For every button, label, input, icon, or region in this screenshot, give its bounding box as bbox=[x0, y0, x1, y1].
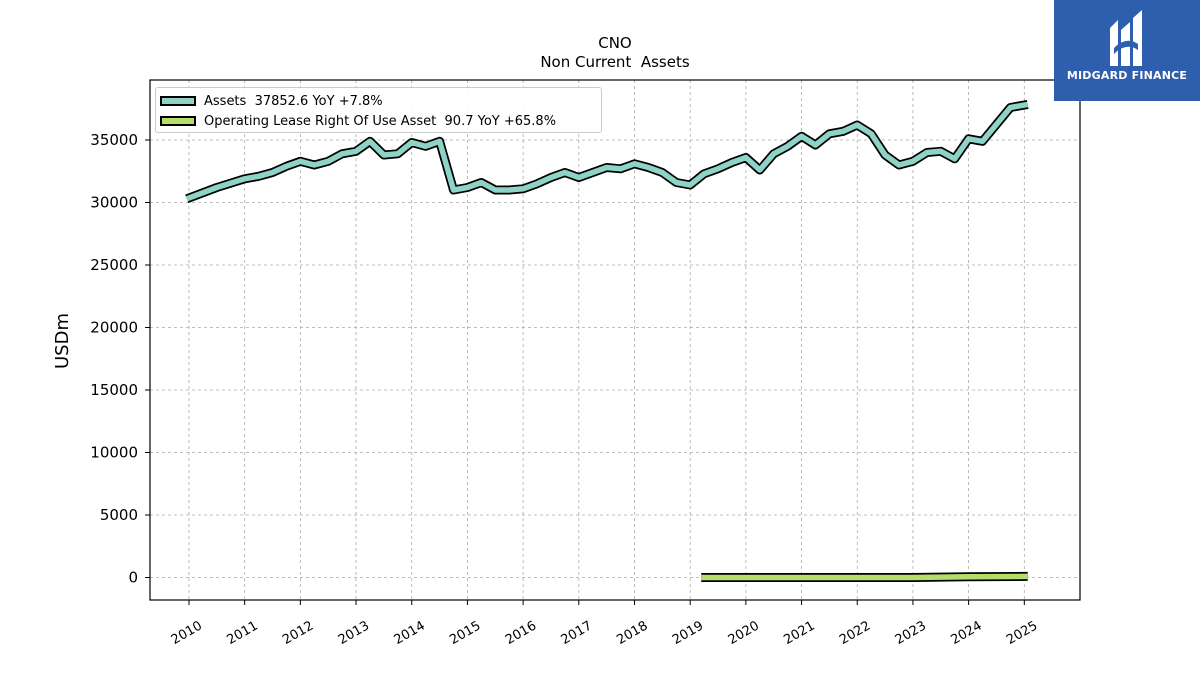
x-tick-label: 2014 bbox=[392, 618, 428, 648]
logo: MIDGARD FINANCE bbox=[1054, 0, 1200, 101]
x-tick-label: 2024 bbox=[948, 618, 984, 648]
y-tick-label: 20000 bbox=[90, 319, 138, 337]
chart-title: CNO bbox=[598, 34, 632, 52]
y-tick-label: 25000 bbox=[90, 256, 138, 274]
axis-ticks: 0 5000 10000 15000 20000 25000 30000 35000 2010 2… bbox=[90, 131, 1040, 648]
legend-item-operating-lease: Operating Lease Right Of Use Asset 90.7 … bbox=[160, 112, 556, 130]
legend-label-assets: Assets 37852.6 YoY +7.8% bbox=[204, 93, 383, 109]
x-tick-label: 2018 bbox=[614, 618, 650, 648]
x-tick-label: 2023 bbox=[893, 618, 929, 648]
chart-subtitle: Non Current Assets bbox=[540, 53, 690, 71]
y-tick-label: 0 bbox=[128, 569, 138, 587]
x-tick-label: 2025 bbox=[1004, 618, 1040, 648]
series-line-operating-lease bbox=[701, 573, 1028, 581]
legend-swatch-operating-lease bbox=[160, 116, 196, 126]
y-tick-label: 10000 bbox=[90, 444, 138, 462]
y-axis-label: USDm bbox=[52, 313, 73, 369]
x-tick-label: 2021 bbox=[781, 618, 817, 648]
x-tick-label: 2022 bbox=[837, 618, 873, 648]
x-tick-label: 2013 bbox=[336, 618, 372, 648]
series-layer bbox=[185, 99, 1029, 582]
y-tick-label: 5000 bbox=[100, 506, 138, 524]
y-tick-label: 35000 bbox=[90, 131, 138, 149]
series-line-assets bbox=[185, 101, 1029, 202]
legend-swatch-assets bbox=[160, 96, 196, 106]
grid bbox=[150, 80, 1080, 600]
x-tick-label: 2012 bbox=[280, 618, 316, 648]
x-tick-label: 2020 bbox=[726, 618, 762, 648]
plot-frame bbox=[149, 79, 1081, 601]
x-tick-label: 2015 bbox=[447, 618, 483, 648]
legend-label-operating-lease: Operating Lease Right Of Use Asset 90.7 … bbox=[204, 113, 557, 129]
logo-text: MIDGARD FINANCE bbox=[1066, 69, 1188, 82]
y-tick-label: 30000 bbox=[90, 194, 138, 212]
x-tick-label: 2011 bbox=[225, 618, 261, 648]
y-tick-label: 15000 bbox=[90, 381, 138, 399]
x-tick-label: 2010 bbox=[169, 618, 205, 648]
x-tick-label: 2019 bbox=[670, 618, 706, 648]
x-tick-label: 2017 bbox=[559, 618, 595, 648]
legend-item-assets: Assets 37852.6 YoY +7.8% bbox=[160, 92, 383, 110]
legend: Assets 37852.6 YoY +7.8% Operating Lease… bbox=[155, 87, 602, 133]
logo-mark-icon bbox=[1110, 10, 1142, 66]
x-tick-label: 2016 bbox=[503, 618, 539, 648]
